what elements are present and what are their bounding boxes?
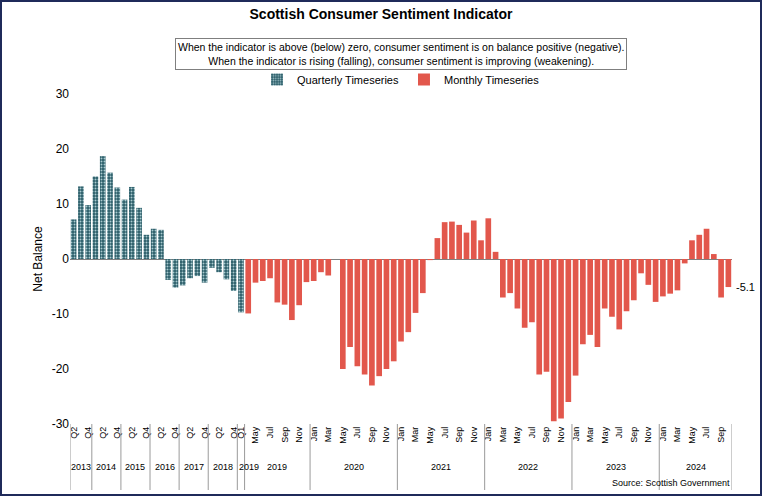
svg-text:Jul: Jul bbox=[440, 427, 450, 439]
svg-text:Q4: Q4 bbox=[83, 427, 93, 439]
svg-text:May: May bbox=[338, 426, 348, 444]
svg-text:Mar: Mar bbox=[672, 427, 682, 443]
svg-text:Sep: Sep bbox=[454, 427, 464, 443]
svg-text:Q4: Q4 bbox=[229, 427, 239, 439]
svg-text:Q4: Q4 bbox=[170, 427, 180, 439]
svg-text:May: May bbox=[687, 426, 697, 444]
svg-text:2019: 2019 bbox=[267, 462, 287, 472]
svg-text:Mar: Mar bbox=[410, 427, 420, 443]
svg-text:Sep: Sep bbox=[367, 427, 377, 443]
svg-text:-30: -30 bbox=[52, 417, 70, 431]
svg-text:May: May bbox=[512, 426, 522, 444]
svg-text:Q2: Q2 bbox=[185, 427, 195, 439]
svg-text:-20: -20 bbox=[52, 362, 70, 376]
svg-text:Jan: Jan bbox=[396, 427, 406, 442]
svg-text:Nov: Nov bbox=[381, 426, 391, 443]
svg-text:2014: 2014 bbox=[96, 462, 116, 472]
svg-text:2018: 2018 bbox=[213, 462, 233, 472]
svg-text:Jul: Jul bbox=[527, 427, 537, 439]
svg-text:Scottish Consumer Sentiment In: Scottish Consumer Sentiment Indicator bbox=[250, 6, 513, 22]
svg-text:Q2: Q2 bbox=[127, 427, 137, 439]
svg-text:Nov: Nov bbox=[643, 426, 653, 443]
svg-text:Net Balance: Net Balance bbox=[31, 226, 45, 292]
svg-text:Q2: Q2 bbox=[98, 427, 108, 439]
svg-text:Jul: Jul bbox=[352, 427, 362, 439]
svg-text:May: May bbox=[425, 426, 435, 444]
svg-text:2020: 2020 bbox=[344, 462, 364, 472]
svg-text:Q2: Q2 bbox=[156, 427, 166, 439]
svg-text:When the indicator is above (b: When the indicator is above (below) zero… bbox=[178, 41, 624, 67]
svg-text:Sep: Sep bbox=[629, 427, 639, 443]
svg-text:2023: 2023 bbox=[606, 462, 626, 472]
svg-text:Jul: Jul bbox=[614, 427, 624, 439]
svg-text:Mar: Mar bbox=[585, 427, 595, 443]
svg-text:Q4: Q4 bbox=[200, 427, 210, 439]
svg-text:0: 0 bbox=[62, 252, 69, 266]
svg-text:Mar: Mar bbox=[323, 427, 333, 443]
svg-text:2021: 2021 bbox=[431, 462, 451, 472]
svg-text:2013: 2013 bbox=[71, 462, 91, 472]
svg-text:Source: Scottish Government: Source: Scottish Government bbox=[612, 478, 730, 488]
svg-text:2016: 2016 bbox=[155, 462, 175, 472]
svg-text:2015: 2015 bbox=[125, 462, 145, 472]
svg-text:Nov: Nov bbox=[469, 426, 479, 443]
svg-text:Jan: Jan bbox=[483, 427, 493, 442]
svg-text:Jan: Jan bbox=[658, 427, 668, 442]
svg-text:30: 30 bbox=[56, 87, 70, 101]
svg-text:2019: 2019 bbox=[239, 462, 259, 472]
svg-text:Jul: Jul bbox=[265, 427, 275, 439]
svg-text:Q2: Q2 bbox=[69, 427, 79, 439]
svg-text:2024: 2024 bbox=[686, 462, 706, 472]
svg-text:10: 10 bbox=[56, 197, 70, 211]
svg-text:Mar: Mar bbox=[498, 427, 508, 443]
svg-text:Monthly Timeseries: Monthly Timeseries bbox=[444, 74, 539, 86]
svg-text:Jan: Jan bbox=[571, 427, 581, 442]
svg-text:2017: 2017 bbox=[184, 462, 204, 472]
svg-text:Sep: Sep bbox=[541, 427, 551, 443]
svg-text:Sep: Sep bbox=[716, 427, 726, 443]
svg-text:2022: 2022 bbox=[518, 462, 538, 472]
svg-text:Nov: Nov bbox=[294, 426, 304, 443]
svg-text:-10: -10 bbox=[52, 307, 70, 321]
svg-text:Q1: Q1 bbox=[236, 427, 246, 439]
svg-text:Nov: Nov bbox=[556, 426, 566, 443]
svg-text:Quarterly Timeseries: Quarterly Timeseries bbox=[297, 74, 399, 86]
svg-text:May: May bbox=[250, 426, 260, 444]
svg-text:Sep: Sep bbox=[280, 427, 290, 443]
svg-text:Jan: Jan bbox=[309, 427, 319, 442]
svg-text:20: 20 bbox=[56, 142, 70, 156]
svg-text:-5.1: -5.1 bbox=[736, 281, 755, 293]
svg-text:Q2: Q2 bbox=[214, 427, 224, 439]
svg-text:Q4: Q4 bbox=[112, 427, 122, 439]
svg-text:Jul: Jul bbox=[701, 427, 711, 439]
svg-text:Q4: Q4 bbox=[141, 427, 151, 439]
svg-text:May: May bbox=[600, 426, 610, 444]
